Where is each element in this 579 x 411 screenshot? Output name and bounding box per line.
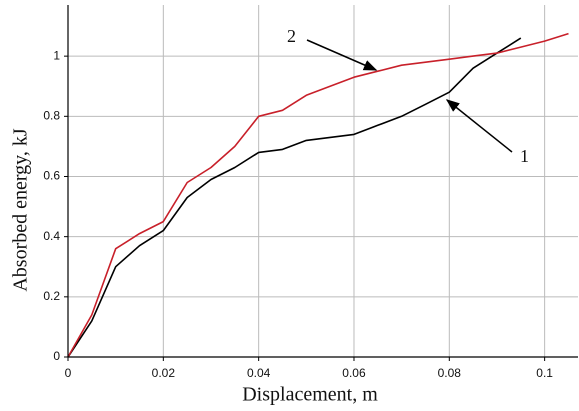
x-tick-label: 0.06 [342, 366, 366, 380]
y-tick-label: 0.2 [43, 289, 60, 303]
x-tick-label: 0.1 [536, 366, 553, 380]
data-line [67, 32, 569, 358]
y-tick-label: 0.6 [43, 169, 60, 183]
series-annotation: 2 [287, 26, 296, 46]
x-tick-label: 0.02 [152, 366, 176, 380]
annotation-arrow [306, 39, 378, 71]
y-tick-label: 0.8 [43, 108, 60, 122]
x-tick-label: 0.08 [438, 366, 462, 380]
grid [67, 5, 578, 358]
x-axis-title: Displacement, m [242, 384, 378, 406]
x-tick-label: 0 [65, 366, 72, 380]
annotation-arrow [445, 99, 513, 153]
lines [67, 32, 569, 358]
y-axis-title: Absorbed energy, kJ [10, 128, 32, 292]
x-tick-label: 0.04 [247, 366, 271, 380]
y-tick-label: 0.4 [43, 229, 60, 243]
y-tick-label: 0 [53, 349, 60, 363]
y-tick-label: 1 [53, 48, 60, 62]
series-annotation: 1 [520, 146, 529, 166]
data-line [67, 37, 522, 358]
